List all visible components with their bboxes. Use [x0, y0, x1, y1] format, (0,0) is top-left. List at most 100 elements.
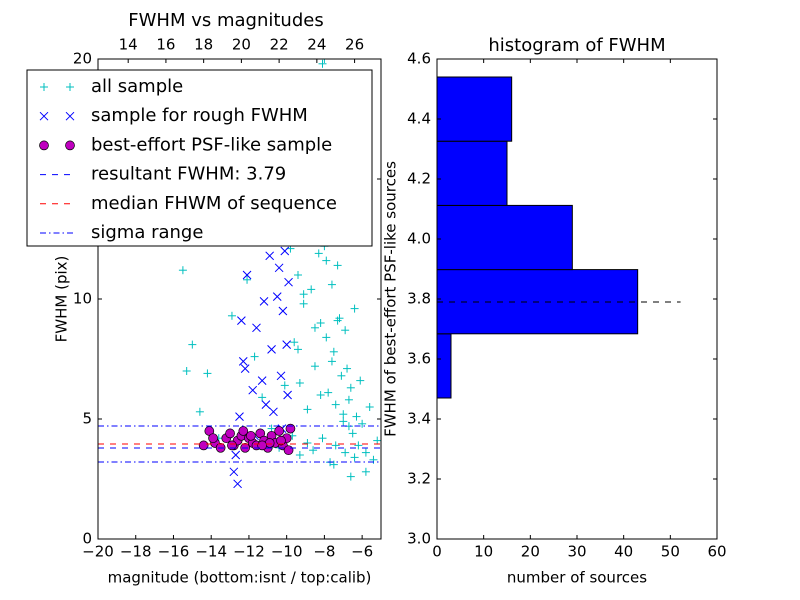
- chart-title: FWHM vs magnitudes: [128, 10, 323, 31]
- point: [361, 467, 370, 476]
- point: [316, 391, 325, 399]
- x-tick-label: −20: [82, 543, 114, 561]
- x2-tick-label: 14: [119, 36, 138, 54]
- marker-dot: [238, 426, 249, 436]
- y-tick-label: 20: [73, 50, 92, 68]
- point: [66, 83, 74, 91]
- point: [299, 299, 308, 308]
- point: [337, 371, 346, 380]
- point: [284, 277, 293, 287]
- marker-stroke: [238, 357, 248, 366]
- point: [195, 407, 204, 416]
- point: [322, 256, 331, 265]
- marker-dot: [285, 423, 296, 434]
- y-axis-label: FWHM (pix): [53, 256, 71, 343]
- point: [331, 441, 340, 450]
- point: [39, 140, 49, 151]
- point: [285, 423, 296, 434]
- marker-stroke: [272, 292, 282, 301]
- marker-stroke: [284, 277, 293, 287]
- bar: [436, 204, 573, 271]
- point: [227, 311, 236, 320]
- x-tick-label: 0: [432, 543, 442, 561]
- x2-tick-label: 18: [194, 36, 213, 54]
- point: [198, 440, 209, 451]
- y-tick-label: 10: [73, 290, 92, 308]
- marker-dot: [276, 435, 286, 446]
- marker-stroke: [278, 306, 288, 316]
- point: [331, 400, 340, 409]
- point: [341, 326, 350, 335]
- point: [333, 316, 342, 325]
- point: [276, 371, 286, 381]
- point: [178, 266, 187, 275]
- point: [227, 440, 237, 451]
- point: [356, 376, 365, 385]
- point: [290, 338, 299, 347]
- point: [278, 306, 288, 316]
- point: [242, 270, 252, 280]
- point: [269, 407, 278, 417]
- point: [280, 246, 290, 256]
- x2-tick-label: 22: [270, 36, 289, 54]
- x-tick-label: −8: [313, 543, 335, 561]
- marker-stroke: [65, 111, 75, 121]
- marker-stroke: [267, 345, 276, 354]
- x-tick-label: 40: [614, 543, 633, 561]
- point: [339, 410, 348, 419]
- x-tick-label: 30: [567, 543, 586, 561]
- point: [350, 453, 359, 462]
- marker-stroke: [274, 263, 284, 273]
- point: [235, 412, 244, 421]
- point: [341, 448, 350, 457]
- point: [373, 436, 381, 445]
- marker-stroke: [235, 412, 244, 421]
- y-tick-label: 4.4: [407, 110, 431, 128]
- point: [252, 323, 261, 333]
- point: [245, 430, 256, 441]
- marker-dot: [274, 426, 284, 436]
- marker-dot: [65, 140, 75, 151]
- point: [309, 446, 318, 455]
- x-axis-label: magnitude (bottom:isnt / top:calib): [108, 569, 372, 587]
- y-tick-label: 5: [82, 410, 92, 428]
- x-tick-label: −18: [120, 543, 152, 561]
- point: [283, 445, 294, 456]
- point: [182, 367, 191, 375]
- y-axis-label: FWHM of best-effort PSF-like sources: [382, 161, 400, 437]
- marker-stroke: [229, 467, 239, 477]
- marker-stroke: [231, 450, 241, 460]
- x-tick-label: 20: [521, 543, 540, 561]
- point: [276, 435, 286, 446]
- point: [65, 140, 75, 151]
- point: [352, 412, 361, 421]
- point: [237, 316, 246, 325]
- point: [339, 417, 348, 426]
- point: [229, 467, 239, 477]
- x-tick-label: −10: [271, 543, 303, 561]
- marker-dot: [257, 440, 267, 451]
- bar: [436, 140, 508, 206]
- x-tick-label: −14: [195, 543, 227, 561]
- marker-dot: [225, 428, 235, 439]
- point: [327, 280, 336, 289]
- point: [369, 455, 378, 464]
- legend-label: median FHWM of sequence: [91, 193, 337, 214]
- point: [322, 333, 331, 342]
- marker-stroke: [276, 371, 286, 381]
- x2-tick-label: 24: [307, 36, 326, 54]
- y-tick-label: 0: [82, 530, 92, 548]
- point: [274, 426, 284, 436]
- point: [310, 362, 319, 371]
- point: [208, 433, 218, 444]
- y-tick-label: 3.6: [407, 350, 431, 368]
- marker-dot: [208, 433, 218, 444]
- point: [348, 429, 357, 438]
- point: [354, 441, 363, 450]
- x2-tick-label: 26: [345, 36, 364, 54]
- legend-label: sigma range: [91, 222, 203, 243]
- point: [293, 271, 302, 279]
- bar: [436, 333, 452, 399]
- point: [343, 364, 352, 373]
- point: [310, 323, 319, 332]
